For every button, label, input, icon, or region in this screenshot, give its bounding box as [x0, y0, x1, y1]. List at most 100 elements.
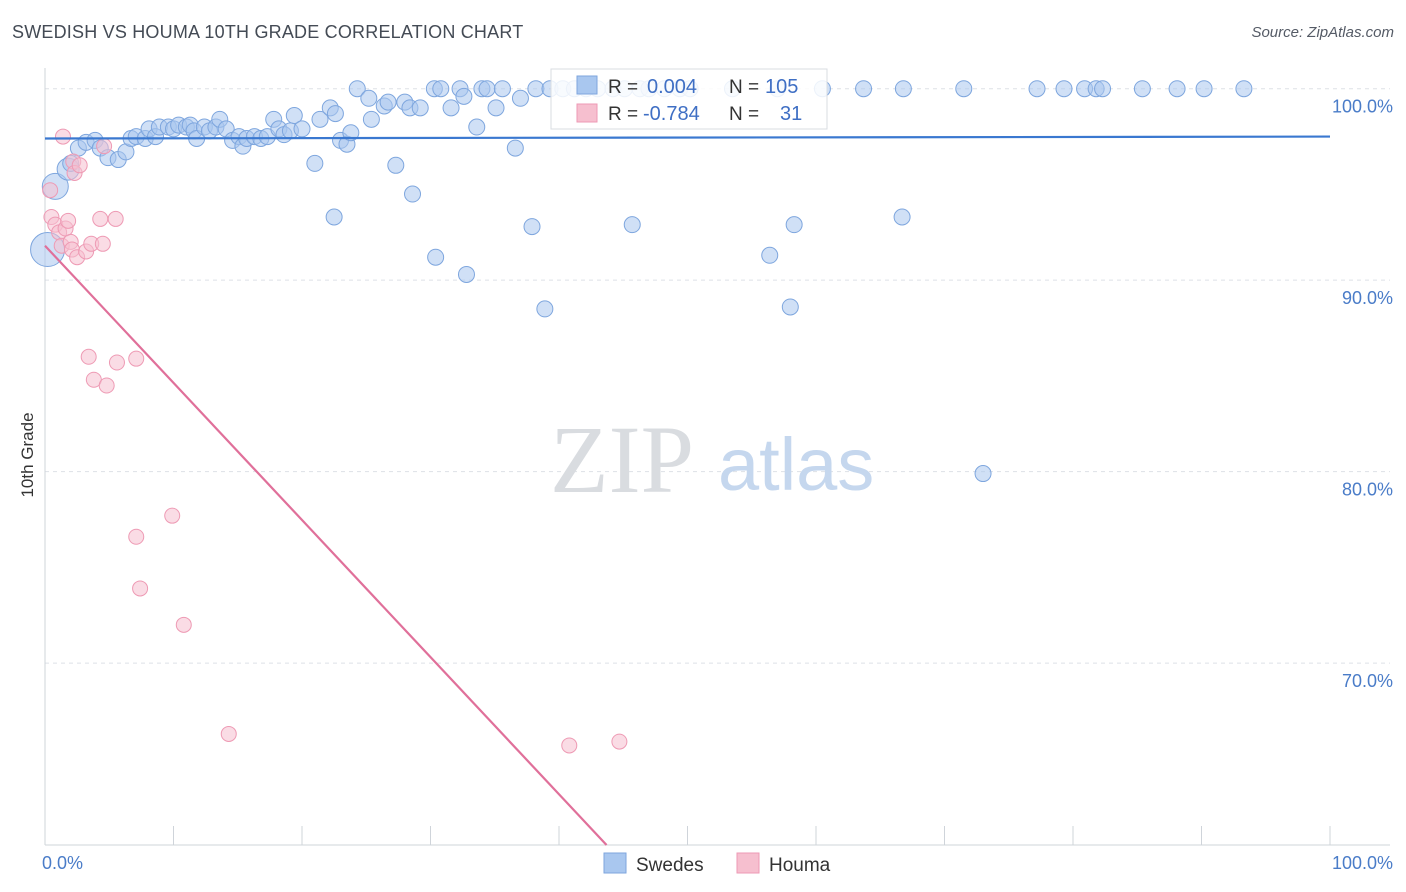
series-houma-points: [42, 128, 628, 754]
swedes-point: [893, 208, 911, 226]
swedes-point: [1094, 80, 1112, 98]
bottom-legend-swatch-swedes: [603, 852, 627, 874]
swedes-point: [404, 185, 422, 203]
swedes-point: [348, 80, 366, 98]
swedes-point: [761, 246, 779, 264]
houma-point: [107, 210, 124, 227]
legend-swatch-houma: [576, 103, 598, 123]
bottom-legend-label-swedes: Swedes: [636, 855, 704, 876]
swedes-point: [855, 80, 873, 98]
swedes-point: [1133, 80, 1151, 98]
swedes-point: [1028, 80, 1046, 98]
x-tick-label: 0.0%: [42, 853, 83, 873]
houma-point: [164, 507, 181, 524]
swedes-point: [1055, 80, 1073, 98]
trend-lines: [44, 135, 1331, 846]
swedes-point: [506, 139, 524, 157]
legend-r-value-houma: -0.784: [643, 103, 700, 125]
swedes-point: [427, 248, 445, 266]
houma-point: [175, 616, 192, 633]
chart-title: SWEDISH VS HOUMA 10TH GRADE CORRELATION …: [12, 22, 524, 42]
x-tick-labels: 0.0% 100.0%: [42, 853, 1393, 873]
swedes-point: [387, 156, 405, 174]
y-tick-labels: 100.0% 90.0% 80.0% 70.0%: [1332, 97, 1393, 691]
chart-source: Source: ZipAtlas.com: [1251, 24, 1394, 41]
houma-point: [128, 350, 145, 367]
legend-box: R = 0.004 N = 105 R = -0.784 N = 31: [550, 68, 828, 130]
bottom-legend-label-houma: Houma: [769, 855, 831, 876]
houma-point: [80, 348, 97, 365]
houma-point: [92, 210, 109, 227]
swedes-point: [411, 99, 429, 117]
swedes-point: [511, 89, 529, 107]
houma-point: [611, 733, 628, 750]
houma-point: [561, 737, 578, 754]
bottom-legend-swatch-houma: [736, 852, 760, 874]
houma-point: [94, 235, 111, 252]
swedes-point: [1168, 80, 1186, 98]
y-tick-label: 70.0%: [1342, 671, 1393, 691]
watermark-zip: ZIP: [550, 406, 694, 513]
houma-point: [60, 212, 77, 229]
swedes-point: [894, 80, 912, 98]
swedes-point: [478, 80, 496, 98]
swedes-point: [487, 99, 505, 117]
houma-point: [96, 138, 113, 155]
houma-point: [98, 377, 115, 394]
swedes-point: [523, 218, 541, 236]
swedes-point: [493, 80, 511, 98]
legend-r-label-houma: R =: [608, 104, 638, 125]
swedes-point: [360, 89, 378, 107]
watermark: ZIP atlas: [550, 406, 874, 513]
houma-point: [128, 528, 145, 545]
swedes-point: [781, 298, 799, 316]
y-axis-title: 10th Grade: [18, 412, 37, 497]
swedes-point: [455, 87, 473, 105]
swedes-point: [955, 80, 973, 98]
houma-point: [42, 182, 59, 199]
bottom-legend: Swedes Houma: [603, 852, 831, 876]
swedes-point: [974, 465, 992, 483]
swedes-point: [785, 216, 803, 234]
axes: [44, 68, 1390, 846]
swedes-point: [527, 80, 545, 98]
y-tick-label: 90.0%: [1342, 288, 1393, 308]
houma-point: [71, 157, 88, 174]
houma-point: [132, 580, 149, 597]
swedes-point: [362, 110, 380, 128]
swedes-point: [1235, 80, 1253, 98]
swedes-point: [379, 93, 397, 111]
swedes-point: [432, 80, 450, 98]
legend-swatch-swedes: [576, 75, 598, 95]
swedes-point: [342, 124, 360, 142]
watermark-atlas: atlas: [718, 423, 874, 506]
houma-point: [220, 725, 237, 742]
legend-r-value-swedes: 0.004: [647, 76, 697, 98]
legend-r-label-swedes: R =: [608, 77, 638, 98]
swedes-trend-line: [44, 135, 1331, 140]
swedes-point: [457, 265, 475, 283]
swedes-point: [325, 208, 343, 226]
legend-n-value-houma: 31: [780, 103, 802, 125]
swedes-point: [442, 99, 460, 117]
swedes-point: [311, 110, 329, 128]
houma-trend-line: [44, 244, 608, 846]
swedes-point: [468, 118, 486, 136]
houma-point: [54, 128, 71, 145]
houma-point: [108, 354, 125, 371]
grid: [45, 88, 1390, 664]
swedes-point: [536, 300, 554, 318]
legend-n-label-swedes: N =: [729, 77, 759, 98]
y-tick-label: 100.0%: [1332, 97, 1393, 117]
y-tick-label: 80.0%: [1342, 480, 1393, 500]
legend-n-label-houma: N =: [729, 104, 759, 125]
swedes-point: [306, 154, 324, 172]
legend-n-value-swedes: 105: [765, 76, 798, 98]
swedes-point: [1195, 80, 1213, 98]
swedes-point: [285, 107, 303, 125]
swedes-point: [326, 105, 344, 123]
swedes-point: [623, 216, 641, 234]
swedes-point: [293, 120, 311, 138]
x-tick-label: 100.0%: [1332, 853, 1393, 873]
